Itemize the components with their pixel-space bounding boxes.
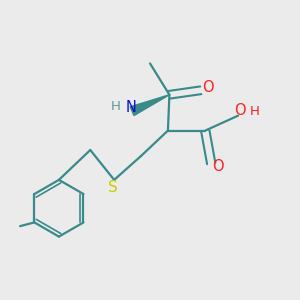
- Text: O: O: [212, 159, 224, 174]
- Text: N: N: [125, 100, 136, 115]
- Text: H: H: [111, 100, 121, 113]
- Polygon shape: [130, 95, 169, 116]
- Text: O: O: [234, 103, 245, 118]
- Text: O: O: [202, 80, 214, 95]
- Text: S: S: [108, 180, 118, 195]
- Text: H: H: [250, 105, 260, 118]
